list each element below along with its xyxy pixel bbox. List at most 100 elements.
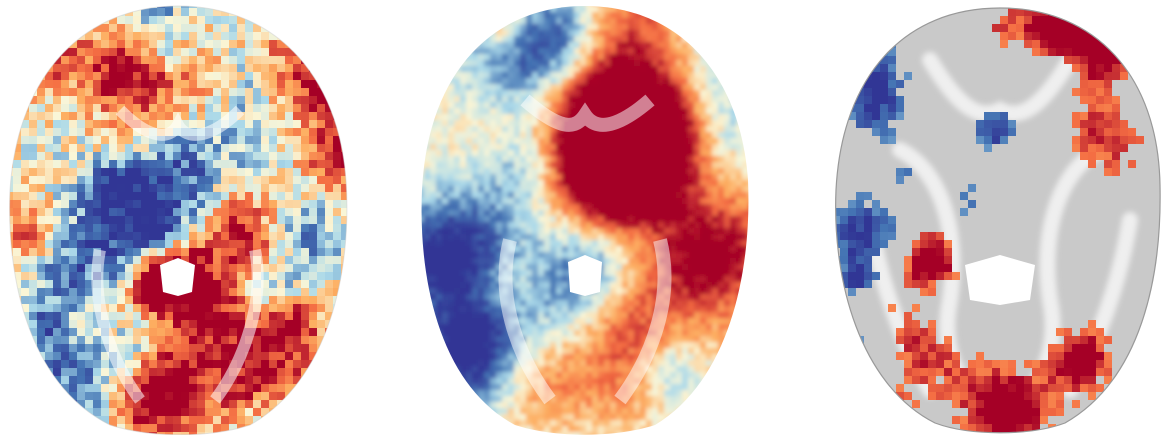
voxel (301, 200, 309, 208)
voxel (317, 192, 325, 200)
voxel (133, 40, 141, 48)
voxel (610, 72, 617, 79)
voxel (101, 56, 109, 64)
voxel (586, 174, 593, 181)
voxel (197, 384, 205, 392)
voxel (293, 32, 301, 40)
voxel (586, 78, 593, 85)
voxel (277, 104, 285, 112)
voxel (21, 0, 29, 8)
voxel (472, 48, 479, 55)
voxel (69, 192, 77, 200)
voxel (700, 210, 707, 217)
voxel (634, 6, 641, 13)
voxel (526, 192, 533, 199)
voxel (652, 192, 659, 199)
voxel (237, 120, 245, 128)
voxel (61, 320, 69, 328)
voxel (418, 270, 425, 277)
voxel (484, 42, 491, 49)
voxel (700, 216, 707, 223)
voxel (181, 72, 189, 80)
voxel (117, 304, 125, 312)
voxel (706, 66, 713, 73)
voxel (333, 208, 341, 216)
voxel (706, 60, 713, 67)
voxel (550, 252, 557, 259)
voxel (205, 224, 213, 232)
voxel (592, 48, 599, 55)
voxel (61, 32, 69, 40)
voxel (490, 204, 497, 211)
voxel (448, 198, 455, 205)
voxel (688, 114, 695, 121)
voxel (682, 138, 689, 145)
voxel (448, 228, 455, 235)
voxel (61, 248, 69, 256)
voxel (598, 156, 605, 163)
voxel (430, 108, 437, 115)
voxel (53, 368, 61, 376)
voxel (277, 272, 285, 280)
voxel (213, 360, 221, 368)
voxel (604, 264, 611, 271)
voxel (556, 150, 563, 157)
voxel (436, 264, 443, 271)
voxel (37, 104, 45, 112)
voxel (520, 180, 527, 187)
voxel (21, 216, 29, 224)
voxel (694, 36, 701, 43)
voxel (622, 0, 629, 7)
voxel (5, 232, 13, 240)
voxel (333, 72, 341, 80)
voxel (544, 30, 551, 37)
voxel (664, 102, 671, 109)
voxel (580, 84, 587, 91)
voxel (213, 224, 221, 232)
voxel (309, 424, 317, 432)
voxel (117, 144, 125, 152)
voxel (189, 88, 197, 96)
voxel (610, 186, 617, 193)
voxel (253, 112, 261, 120)
voxel (550, 228, 557, 235)
voxel (418, 216, 425, 223)
voxel (157, 360, 165, 368)
voxel (610, 36, 617, 43)
voxel (694, 246, 701, 253)
voxel (181, 48, 189, 56)
voxel (526, 120, 533, 127)
voxel (454, 120, 461, 127)
voxel (93, 176, 101, 184)
voxel (682, 270, 689, 277)
voxel (93, 168, 101, 176)
voxel (682, 48, 689, 55)
voxel (109, 64, 117, 72)
voxel (520, 168, 527, 175)
voxel (640, 222, 647, 229)
voxel (237, 312, 245, 320)
voxel (341, 200, 349, 208)
voxel (724, 180, 731, 187)
voxel (682, 114, 689, 121)
voxel (61, 368, 69, 376)
voxel (454, 168, 461, 175)
voxel (562, 192, 569, 199)
voxel (730, 90, 737, 97)
voxel (69, 320, 77, 328)
voxel (472, 78, 479, 85)
voxel (718, 180, 725, 187)
voxel (718, 66, 725, 73)
voxel (466, 12, 473, 19)
voxel (514, 0, 521, 7)
voxel (562, 138, 569, 145)
voxel (694, 192, 701, 199)
voxel (173, 24, 181, 32)
voxel (229, 136, 237, 144)
voxel (181, 88, 189, 96)
voxel (610, 96, 617, 103)
voxel (53, 72, 61, 80)
voxel (454, 108, 461, 115)
voxel (197, 328, 205, 336)
voxel (538, 264, 545, 271)
